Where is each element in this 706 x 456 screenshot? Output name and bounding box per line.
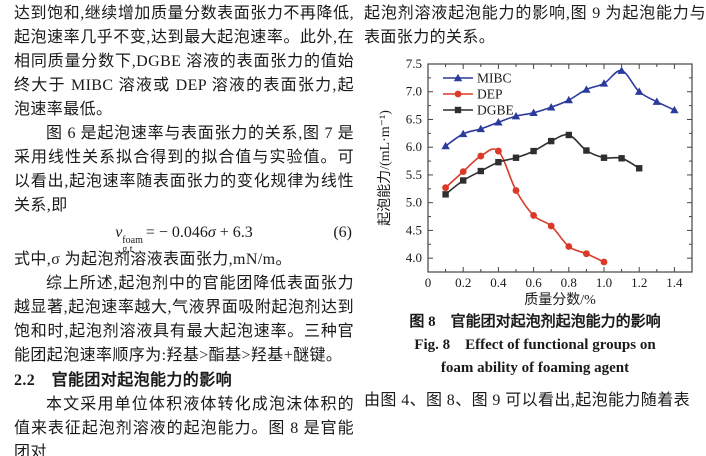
paragraph-bottom-right: 由图 4、图 8、图 9 可以看出,起泡能力随着表 (364, 392, 691, 409)
y-tick-label: 4.0 (406, 250, 422, 265)
y-tick-label: 7.5 (406, 56, 422, 71)
y-tick-label: 6.0 (406, 139, 422, 154)
equation-number: (6) (333, 224, 352, 241)
left-column: 达到饱和,继续增加质量分数表面张力不再降低,起泡速率几乎不变,达到最大起泡速率。… (14, 2, 354, 456)
x-tick-label: 0 (425, 275, 432, 290)
chart-plot-border (427, 63, 693, 273)
y-tick-label: 6.5 (406, 111, 422, 126)
equation-superscript: foam (122, 235, 143, 246)
paragraph-foam-ability-intro: 本文采用单位体积液体转化成泡沫体积的值来表征起泡剂溶液的起泡能力。图 8 是官能… (14, 396, 354, 456)
y-tick-label: 5.0 (406, 195, 422, 210)
figure8-caption-en-line2: foam ability of foaming agent (440, 360, 630, 376)
section-heading-2-2: 2.2 官能团对起泡能力的影响 (14, 372, 233, 389)
equation-sigma: σ (207, 224, 216, 241)
figure8-caption-cn: 图 8 官能团对起泡剂起泡能力的影响 (409, 314, 661, 330)
equation-variable: v (115, 224, 123, 241)
equation-tail: + 6.3 (215, 224, 253, 241)
paragraph-fig6-fig7: 图 6 是起泡速率与表面张力的关系,图 7 是采用线性关系拟合得到的拟合值与实验… (14, 125, 354, 214)
chart-series-DEP (442, 147, 608, 266)
x-tick-label: 1.0 (596, 275, 612, 290)
right-column: 起泡剂溶液起泡能力的影响,图 9 为起泡能力与表面张力的关系。 0 0.2 0.4 0… (364, 2, 706, 413)
y-tick-label: 5.5 (406, 167, 422, 182)
paragraph-top-right: 起泡剂溶液起泡能力的影响,图 9 为起泡能力与表面张力的关系。 (364, 5, 706, 46)
x-tick-label: 1.2 (631, 275, 647, 290)
paragraph-saturation: 达到饱和,继续增加质量分数表面张力不再降低,起泡速率几乎不变,达到最大起泡速率。… (14, 5, 354, 118)
paragraph-summary: 综上所述,起泡剂中的官能团降低表面张力越显著,起泡速率越大,气液界面吸附起泡剂达… (14, 275, 354, 364)
legend-label-DGBE: DGBE (477, 103, 514, 118)
legend-label-MIBC: MIBC (477, 71, 512, 86)
chart-series-DGBE (442, 131, 643, 198)
equation-body: v foam g,t = − 0.046σ + 6.3 (115, 224, 253, 255)
equation-mid: = − 0.046 (145, 224, 208, 241)
x-tick-label: 0.2 (455, 275, 471, 290)
equation-supsub: foam g,t (122, 235, 143, 255)
x-tick-label: 0.6 (525, 275, 542, 290)
x-tick-label: 0.4 (490, 275, 507, 290)
y-tick-label: 7.0 (406, 84, 422, 99)
figure8-chart: 0 0.2 0.4 0.6 0.8 1.0 1.2 1.4 4.0 4.5 5.0 5.5 6.0 6.5… (376, 54, 706, 310)
figure8-caption-en-line1: Fig. 8 Effect of functional groups on (414, 337, 656, 353)
legend-label-DEP: DEP (477, 87, 503, 102)
paragraph-sigma-definition: 式中,σ 为起泡剂溶液表面张力,mN/m。 (14, 251, 292, 268)
y-tick-label: 4.5 (406, 222, 422, 237)
y-axis-label: 起泡能力/(mL·m⁻¹) (377, 110, 393, 226)
equation-subscript: g,t (122, 244, 133, 255)
x-tick-label: 1.4 (666, 275, 683, 290)
equation-6: v foam g,t = − 0.046σ + 6.3 (6) (14, 218, 354, 255)
x-tick-label: 0.8 (561, 275, 577, 290)
chart-series-MIBC (441, 66, 679, 150)
x-axis-label: 质量分数/% (524, 292, 596, 308)
